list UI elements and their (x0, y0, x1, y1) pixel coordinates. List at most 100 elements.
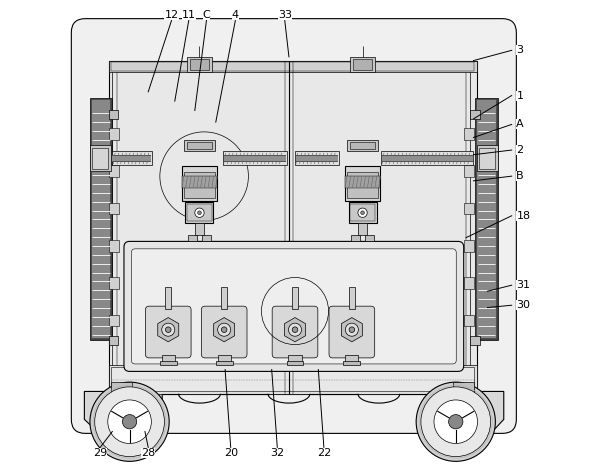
Bar (162, 355, 175, 363)
Bar (382, 156, 473, 161)
Bar (477, 145, 498, 171)
Circle shape (221, 327, 227, 333)
Bar (464, 203, 474, 214)
Bar (195, 223, 204, 235)
Polygon shape (428, 391, 504, 433)
Bar (287, 361, 303, 365)
Bar (112, 161, 150, 162)
Text: 4: 4 (232, 10, 239, 20)
Circle shape (108, 400, 152, 444)
Bar (296, 161, 338, 162)
Polygon shape (342, 318, 362, 342)
FancyBboxPatch shape (145, 306, 191, 358)
Bar (351, 235, 360, 241)
Bar (160, 361, 176, 365)
Bar (349, 202, 376, 223)
Bar (464, 277, 474, 289)
Bar (464, 128, 474, 140)
Circle shape (358, 208, 367, 217)
Circle shape (416, 382, 496, 461)
Bar (216, 361, 232, 365)
Bar (90, 145, 111, 171)
Circle shape (292, 327, 298, 333)
FancyBboxPatch shape (329, 306, 375, 358)
Bar (92, 100, 110, 338)
Circle shape (218, 323, 231, 336)
Text: 18: 18 (516, 211, 530, 221)
Bar (186, 142, 212, 149)
Bar (111, 367, 474, 391)
Bar (289, 355, 301, 363)
Text: 32: 32 (270, 448, 284, 458)
Bar (182, 176, 217, 187)
FancyBboxPatch shape (124, 241, 464, 371)
Circle shape (349, 327, 355, 333)
Polygon shape (214, 318, 235, 342)
Bar (348, 172, 378, 198)
Bar (224, 161, 286, 162)
Bar (109, 336, 118, 345)
Bar (90, 98, 112, 340)
Bar (109, 240, 119, 252)
Bar (365, 235, 374, 241)
Bar (188, 204, 212, 221)
Bar (109, 365, 477, 394)
Text: 2: 2 (516, 145, 523, 155)
Bar (477, 100, 496, 338)
Circle shape (165, 327, 171, 333)
Text: 12: 12 (165, 10, 179, 20)
Text: 28: 28 (141, 448, 155, 458)
Bar (345, 166, 380, 201)
Bar (343, 361, 360, 365)
Bar (350, 57, 375, 72)
Bar (382, 161, 473, 162)
FancyBboxPatch shape (132, 249, 456, 364)
Text: 29: 29 (93, 448, 107, 458)
Bar (92, 148, 108, 169)
Bar (295, 151, 339, 165)
Bar (184, 172, 215, 198)
Bar (223, 151, 287, 165)
Circle shape (448, 415, 463, 429)
Bar (109, 61, 477, 72)
FancyBboxPatch shape (71, 19, 516, 433)
Circle shape (162, 323, 175, 336)
Circle shape (289, 323, 301, 336)
Text: 3: 3 (516, 45, 523, 55)
Bar (476, 98, 498, 340)
Bar (221, 287, 227, 309)
Bar (112, 151, 152, 165)
Text: 22: 22 (317, 448, 331, 458)
Circle shape (345, 323, 358, 336)
Bar (224, 156, 286, 161)
Bar (111, 62, 474, 71)
Text: 30: 30 (516, 300, 530, 310)
Bar (188, 57, 212, 72)
Bar (292, 287, 298, 309)
Bar (381, 151, 473, 165)
Polygon shape (158, 318, 179, 342)
Bar (185, 202, 214, 223)
Bar (109, 315, 119, 326)
Circle shape (123, 415, 137, 429)
Bar (464, 165, 474, 177)
Circle shape (421, 387, 491, 457)
Bar (296, 156, 338, 161)
Circle shape (95, 387, 165, 457)
Text: 1: 1 (516, 90, 523, 101)
Circle shape (198, 211, 201, 214)
Bar (109, 128, 119, 140)
Bar (382, 155, 473, 156)
Bar (109, 203, 119, 214)
Bar (109, 277, 119, 289)
Text: 31: 31 (516, 280, 530, 290)
Text: B: B (516, 171, 524, 181)
Bar (345, 355, 358, 363)
Circle shape (434, 400, 477, 444)
Bar (470, 336, 480, 345)
Circle shape (90, 382, 169, 461)
Bar (111, 382, 132, 394)
Bar (188, 235, 197, 241)
Text: C: C (202, 10, 210, 20)
Bar (184, 140, 215, 151)
